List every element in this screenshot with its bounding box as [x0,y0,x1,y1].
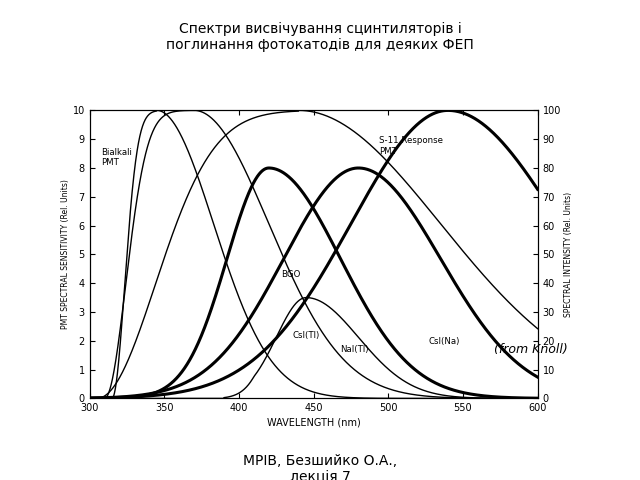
Text: МРІВ, Безшийко О.А.,
лекція 7: МРІВ, Безшийко О.А., лекція 7 [243,454,397,480]
Text: Bialkali
PMT: Bialkali PMT [102,148,132,167]
Text: CsI(Na): CsI(Na) [429,336,460,346]
Text: NaI(Tl): NaI(Tl) [340,345,369,354]
Text: BGO: BGO [281,270,300,279]
Text: (from Knoll): (from Knoll) [494,343,568,356]
X-axis label: WAVELENGTH (nm): WAVELENGTH (nm) [267,418,360,427]
Text: поглинання фотокатодів для деяких ФЕП: поглинання фотокатодів для деяких ФЕП [166,38,474,52]
Text: Спектри висвічування сцинтиляторів і: Спектри висвічування сцинтиляторів і [179,22,461,36]
Text: S-11 Response
PMT: S-11 Response PMT [380,136,444,156]
Y-axis label: PMT SPECTRAL SENSITIVITY (Rel. Units): PMT SPECTRAL SENSITIVITY (Rel. Units) [61,180,70,329]
Y-axis label: SPECTRAL INTENSITY (Rel. Units): SPECTRAL INTENSITY (Rel. Units) [564,192,573,317]
Text: CsI(Tl): CsI(Tl) [292,331,320,340]
